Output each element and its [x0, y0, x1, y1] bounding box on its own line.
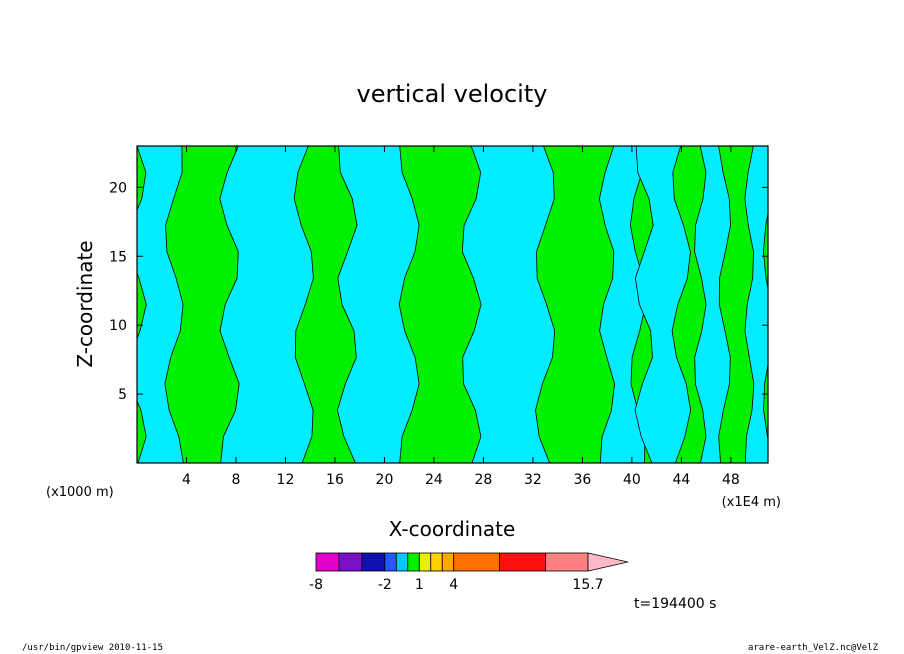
footer-left: /usr/bin/gpview 2010-11-15: [22, 643, 163, 653]
colorbar-segment: [441, 552, 455, 572]
x-tick-label: 36: [573, 472, 591, 488]
colorbar-segment: [430, 552, 443, 572]
y-axis: 5 10 15 20: [109, 180, 768, 403]
colorbar-label: -2: [378, 577, 392, 593]
time-label: t=194400 s: [634, 596, 716, 612]
cyan-region: [694, 146, 731, 463]
colorbar-segment: [418, 552, 432, 572]
colorbar-labels: -8 -2 1 4 15.7: [309, 577, 604, 593]
colorbar-label: -8: [309, 577, 323, 593]
colorbar-label: 1: [415, 577, 424, 593]
cyan-region: [137, 146, 184, 463]
cyan-region: [336, 146, 420, 463]
colorbar-segment: [338, 552, 363, 572]
colorbar-segment: [384, 552, 397, 572]
colorbar-label: 4: [449, 577, 458, 593]
colorbar-segment: [499, 552, 546, 572]
x-tick-label: 16: [326, 472, 344, 488]
colorbar-extend-arrow: [587, 552, 629, 572]
cyan-region: [219, 146, 314, 463]
colorbar-label: 15.7: [572, 577, 603, 593]
x-tick-label: 4: [182, 472, 191, 488]
x-tick-label: 20: [376, 472, 394, 488]
colorbar-segment: [361, 552, 386, 572]
cyan-region: [744, 146, 768, 463]
x-unit-right: (x1E4 m): [722, 495, 781, 510]
x-axis-label: X-coordinate: [389, 517, 516, 541]
plot-frame: [136, 145, 769, 464]
x-tick-label: 48: [722, 472, 740, 488]
plot-area: [136, 145, 769, 464]
colorbar-segment: [407, 552, 420, 572]
y-axis-label: Z-coordinate: [73, 240, 97, 367]
y-tick-label: 20: [109, 180, 127, 196]
colorbar-segment: [545, 552, 589, 572]
x-tick-label: 12: [277, 472, 295, 488]
footer-right: arare-earth_VelZ.nc@VelZ: [747, 643, 878, 653]
x-tick-label: 28: [475, 472, 493, 488]
x-tick-label: 32: [524, 472, 542, 488]
cyan-region: [461, 146, 556, 463]
colorbar-segment: [395, 552, 409, 572]
x-axis: 4 8 12 16 20 24 28 32 36 40 44 48: [182, 146, 740, 488]
colorbar: [315, 552, 629, 572]
chart-title: vertical velocity: [357, 80, 548, 108]
cyan-region: [634, 146, 692, 463]
cyan-regions: [137, 146, 768, 463]
y-tick-label: 10: [109, 318, 127, 334]
x-tick-label: 8: [232, 472, 241, 488]
x-tick-label: 40: [623, 472, 641, 488]
x-tick-label: 44: [672, 472, 690, 488]
y-tick-label: 5: [118, 387, 127, 403]
cyan-region: [598, 146, 647, 463]
colorbar-segment: [453, 552, 501, 572]
colorbar-segment: [315, 552, 340, 572]
x-tick-label: 24: [425, 472, 443, 488]
x-unit-left: (x1000 m): [46, 485, 114, 500]
y-tick-label: 15: [109, 249, 127, 265]
